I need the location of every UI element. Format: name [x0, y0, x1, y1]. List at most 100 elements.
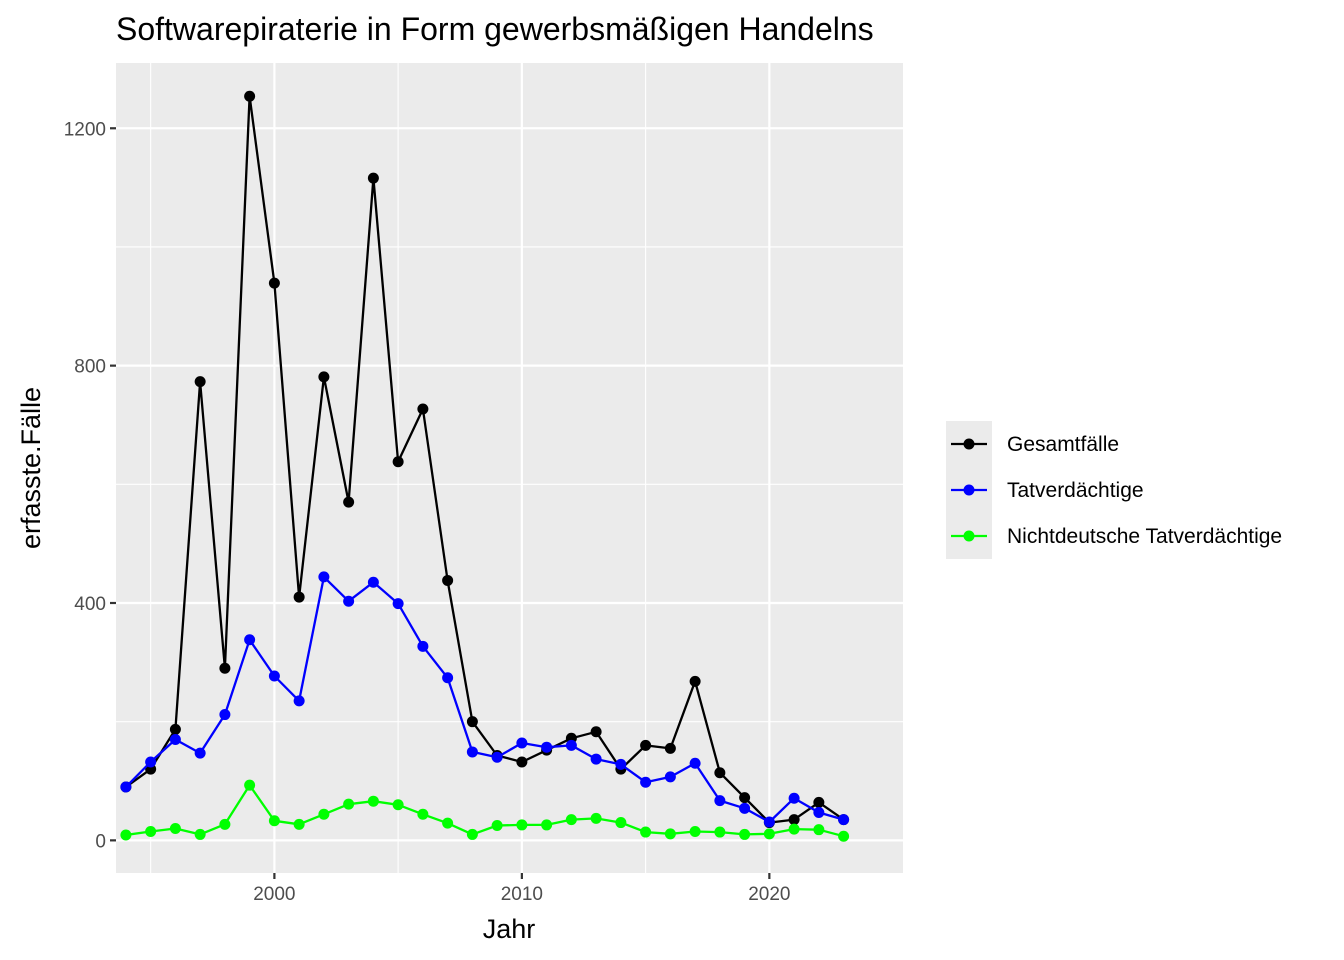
data-point: [293, 695, 305, 707]
data-point: [442, 574, 454, 586]
y-tick-label: 800: [74, 357, 106, 378]
data-point: [293, 591, 305, 603]
data-point: [392, 456, 404, 468]
data-point: [615, 758, 627, 770]
data-point: [219, 662, 231, 674]
data-point: [219, 818, 231, 830]
series-layer: [120, 90, 850, 842]
data-point: [169, 822, 181, 834]
legend-key-point: [963, 530, 975, 542]
y-axis-title: erfasste.Fälle: [16, 387, 46, 549]
data-point: [194, 376, 206, 388]
data-point: [244, 634, 256, 646]
data-point: [491, 751, 503, 763]
data-point: [120, 829, 132, 841]
legend-label: Nichtdeutsche Tatverdächtige: [1007, 525, 1282, 548]
data-point: [268, 277, 280, 289]
legend-key-point: [963, 484, 975, 496]
data-point: [417, 640, 429, 652]
data-point: [739, 828, 751, 840]
data-point: [417, 808, 429, 820]
legend-label: Gesamtfälle: [1007, 433, 1119, 456]
data-point: [615, 817, 627, 829]
series-0: [120, 90, 850, 829]
data-point: [565, 814, 577, 826]
data-point: [244, 779, 256, 791]
data-point: [640, 826, 652, 838]
data-point: [689, 675, 701, 687]
data-point: [466, 828, 478, 840]
data-point: [318, 571, 330, 583]
data-point: [541, 819, 553, 831]
data-point: [565, 739, 577, 751]
data-point: [169, 733, 181, 745]
data-point: [739, 792, 751, 804]
data-point: [590, 726, 602, 738]
data-point: [343, 496, 355, 508]
data-point: [343, 798, 355, 810]
data-point: [590, 812, 602, 824]
data-point: [739, 802, 751, 814]
data-point: [145, 756, 157, 768]
data-point: [392, 598, 404, 610]
legend-key-point: [963, 438, 975, 450]
data-point: [194, 828, 206, 840]
y-tick-label: 400: [74, 594, 106, 615]
data-point: [516, 756, 528, 768]
data-point: [516, 737, 528, 749]
legend-label: Tatverdächtige: [1007, 479, 1144, 502]
data-point: [318, 371, 330, 383]
data-point: [145, 825, 157, 837]
data-point: [318, 808, 330, 820]
data-point: [689, 757, 701, 769]
x-axis: 2000 2010 2020: [253, 873, 790, 905]
data-point: [763, 828, 775, 840]
data-point: [392, 799, 404, 811]
data-point: [442, 672, 454, 684]
data-point: [689, 825, 701, 837]
x-tick-label: 2000: [253, 884, 295, 905]
data-point: [516, 819, 528, 831]
data-point: [194, 747, 206, 759]
data-point: [664, 742, 676, 754]
y-tick-label: 1200: [64, 119, 106, 140]
data-point: [442, 817, 454, 829]
data-point: [813, 796, 825, 808]
data-point: [120, 781, 132, 793]
data-point: [714, 795, 726, 807]
data-point: [219, 709, 231, 721]
plot-panel: [116, 63, 903, 873]
data-point: [788, 814, 800, 826]
data-point: [664, 828, 676, 840]
data-point: [640, 776, 652, 788]
data-point: [714, 767, 726, 779]
legend: Gesamtfälle Tatverdächtige Nichtdeutsche T…: [946, 421, 1282, 559]
minor-gridlines: [116, 63, 903, 873]
data-point: [838, 814, 850, 826]
data-point: [169, 723, 181, 735]
legend-item: Nichtdeutsche Tatverdächtige: [951, 525, 1282, 548]
data-point: [268, 815, 280, 827]
data-point: [466, 746, 478, 758]
data-point: [640, 739, 652, 751]
data-point: [466, 716, 478, 728]
data-point: [293, 818, 305, 830]
data-point: [788, 823, 800, 835]
data-point: [244, 90, 256, 102]
series-2: [120, 779, 850, 842]
x-axis-title: Jahr: [483, 914, 536, 944]
y-axis: 0 400 800 1200: [64, 119, 116, 852]
data-point: [813, 824, 825, 836]
x-tick-label: 2010: [501, 884, 543, 905]
chart-title: Softwarepiraterie in Form gewerbsmäßigen…: [116, 11, 874, 47]
data-point: [367, 576, 379, 588]
legend-item: Tatverdächtige: [951, 479, 1144, 502]
data-point: [714, 826, 726, 838]
data-point: [838, 830, 850, 842]
y-tick-label: 0: [95, 831, 106, 852]
data-point: [788, 792, 800, 804]
series-1: [120, 571, 850, 828]
data-point: [491, 820, 503, 832]
series-line: [125, 95, 845, 824]
